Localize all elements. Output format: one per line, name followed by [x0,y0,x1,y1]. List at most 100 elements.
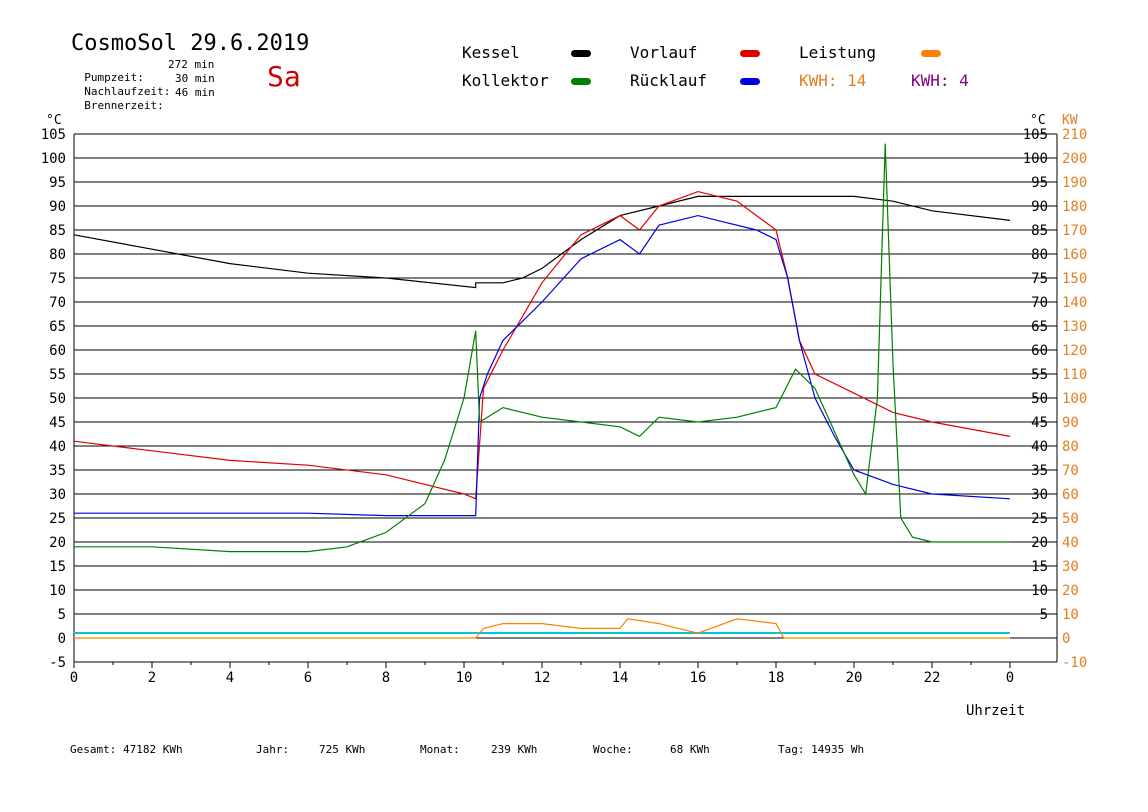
stat-nachlaufzeit: Nachlaufzeit: 30 min [71,72,215,98]
y-tick-label-left: 20 [49,535,66,551]
footer-monat-value: 239 KWh [491,743,538,756]
y-tick-label-left: 85 [49,223,66,239]
y-tick-label-left: 60 [49,343,66,359]
x-tick-label: 4 [226,670,234,686]
x-tick-label: 8 [382,670,390,686]
power-tick-label: 50 [1062,511,1079,527]
x-tick-label: 18 [768,670,785,686]
footer-tag: Tag: 14935 Wh [778,743,864,756]
power-tick-label: 170 [1062,223,1087,239]
y-tick-label-left: 70 [49,295,66,311]
y-tick-label-right: 25 [1031,511,1048,527]
power-tick-label: 130 [1062,319,1087,335]
y-tick-label-left: 30 [49,487,66,503]
y-tick-label-left: 80 [49,247,66,263]
legend-vorlauf-swatch [740,50,760,57]
power-tick-label: 10 [1062,607,1079,623]
y-tick-label-right: 85 [1031,223,1048,239]
weekday-label: Sa [267,60,301,93]
y-tick-label-right: 90 [1031,199,1048,215]
legend-ruecklauf-swatch [740,78,760,85]
y-tick-label-left: 100 [41,151,66,167]
power-tick-label: 150 [1062,271,1087,287]
legend-ruecklauf-label: Rücklauf [630,71,708,90]
y-tick-label-right: 15 [1031,559,1048,575]
power-tick-label: 200 [1062,151,1087,167]
y-axis-unit-right: °C [1030,113,1046,128]
y-axis-unit-power: KW [1062,113,1078,128]
y-tick-label-left: 50 [49,391,66,407]
x-tick-label: 0 [70,670,78,686]
y-tick-label-left: 75 [49,271,66,287]
power-tick-label: 80 [1062,439,1079,455]
y-tick-label-left: 35 [49,463,66,479]
stat-label: Nachlaufzeit: [84,85,171,98]
y-axis-unit-left: °C [46,113,62,128]
y-tick-label-left: 55 [49,367,66,383]
y-tick-label-left: 15 [49,559,66,575]
stat-value: 272 min [168,58,215,71]
y-tick-label-left: 5 [58,607,66,623]
stat-label: Brennerzeit: [84,99,164,112]
power-tick-label: 190 [1062,175,1087,191]
x-tick-label: 12 [534,670,551,686]
x-tick-label: 2 [148,670,156,686]
legend-kollektor-swatch [571,78,591,85]
power-tick-label: 0 [1062,631,1070,647]
stat-pumpzeit: Pumpzeit: 272 min [71,58,214,84]
power-tick-label: 20 [1062,583,1079,599]
y-tick-label-left: 45 [49,415,66,431]
y-tick-label-left: 65 [49,319,66,335]
footer-jahr: Jahr: [256,743,289,756]
y-tick-label-left: 105 [41,127,66,143]
power-tick-label: 180 [1062,199,1087,215]
footer-woche-value: 68 KWh [670,743,710,756]
footer-value: 14935 Wh [811,743,865,756]
x-tick-label: 22 [924,670,941,686]
footer-label: Jahr: [256,743,290,756]
power-tick-label: 160 [1062,247,1087,263]
y-tick-label-right: 40 [1031,439,1048,455]
stat-value: 46 min [175,86,215,99]
stat-brennerzeit: Brennerzeit: 46 min [71,86,215,112]
y-tick-label-left: 95 [49,175,66,191]
legend-leistung-swatch [921,50,941,57]
y-tick-label-right: 20 [1031,535,1048,551]
footer-gesamt: Gesamt: 47182 KWh [70,743,183,756]
chart-title: CosmoSol 29.6.2019 [71,31,310,56]
y-tick-label-right: 70 [1031,295,1048,311]
power-tick-label: 120 [1062,343,1087,359]
legend-kessel-swatch [571,50,591,57]
y-tick-label-left: 25 [49,511,66,527]
x-axis-label: Uhrzeit [966,703,1025,719]
y-tick-label-left: 90 [49,199,66,215]
x-tick-label: 0 [1006,670,1014,686]
power-tick-label: 100 [1062,391,1087,407]
footer-jahr-value: 725 KWh [319,743,366,756]
stat-value: 30 min [175,72,215,85]
y-tick-label-right: 5 [1040,607,1048,623]
y-tick-label-right: 80 [1031,247,1048,263]
legend-leistung-label: Leistung [799,43,877,62]
power-tick-label: 40 [1062,535,1079,551]
power-tick-label: -10 [1062,655,1087,671]
power-tick-label: 30 [1062,559,1079,575]
legend-kwh-orange: KWH: 14 [799,71,867,90]
y-tick-label-right: 30 [1031,487,1048,503]
y-tick-label-right: 60 [1031,343,1048,359]
y-tick-label-right: 95 [1031,175,1048,191]
x-tick-label: 16 [690,670,707,686]
y-tick-label-right: 75 [1031,271,1048,287]
power-tick-label: 140 [1062,295,1087,311]
series-line-leistung [74,618,1010,639]
y-tick-label-left: 40 [49,439,66,455]
series-line-vorlauf [73,190,1011,500]
power-tick-label: 60 [1062,487,1079,503]
y-tick-label-left: 0 [58,631,66,647]
footer-label: Gesamt: [70,743,117,756]
power-tick-label: 70 [1062,463,1079,479]
footer-label: Monat: [420,743,460,756]
y-tick-label-right: 55 [1031,367,1048,383]
y-tick-label-left: 10 [49,583,66,599]
